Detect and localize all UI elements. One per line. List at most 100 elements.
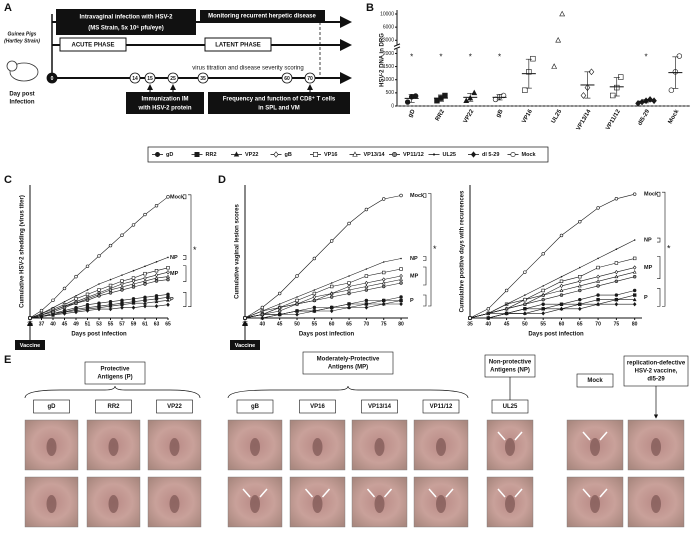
group-label: NP [410,256,418,262]
data-point [541,297,545,302]
column-box [33,399,70,414]
x-tick-label: VP22 [463,108,476,124]
data-point [524,294,526,296]
column-box [156,399,193,414]
data-point [596,206,600,210]
day-node [129,72,141,84]
data-point [522,87,528,93]
data-point [62,305,67,310]
series-line [244,268,402,319]
data-point [523,270,527,274]
data-point [364,298,369,303]
significance-bracket [428,193,432,307]
legend-label: Mock [522,152,537,158]
data-point [131,281,136,286]
data-point [312,294,317,300]
legend-marker [510,152,516,158]
group-title: Antigens (NP) [490,368,530,374]
data-point [399,267,403,271]
series-line [469,290,635,319]
photo-arrow [445,488,454,498]
data-point [578,266,581,269]
x-tick-label: 53 [96,321,102,327]
legend-box [147,146,549,163]
group-bracket [423,266,427,286]
group-label: MP [644,265,653,271]
data-point [523,307,527,311]
data-point [295,308,299,313]
legend-label: VP22 [245,152,258,158]
photo-detail [312,495,323,513]
column-label: Mock [587,378,603,384]
data-point [277,312,282,317]
data-point [559,10,566,17]
photo-arrow [242,488,251,498]
data-point [97,301,101,305]
legend-marker [194,152,200,158]
photo-detail [436,495,446,513]
data-point [639,98,645,106]
x-tick-label: 57 [119,321,125,327]
x-tick-label: 45 [504,321,510,327]
data-point [541,292,546,297]
group-bracket [657,237,661,243]
legend-marker [155,152,161,158]
data-point [131,301,136,305]
day-node [304,72,316,84]
event-text: Monitoring recurrent herpetic disease [208,14,316,20]
column-label: gD [48,404,57,410]
animal-icon [6,60,18,72]
data-point [505,303,508,306]
data-point [381,277,386,282]
series-line [244,296,402,319]
data-point [486,307,490,311]
data-point [97,294,101,298]
data-point [166,274,170,279]
photo-detail [505,438,515,456]
x-tick-label: 60 [559,321,565,327]
event-text: Immunization IM [142,97,189,103]
data-point [143,295,147,300]
day-node [281,72,293,84]
data-point [108,243,113,248]
data-point [588,68,595,76]
data-point [596,302,600,307]
data-point [541,302,545,306]
data-point [463,97,470,103]
data-point [364,305,369,310]
data-point [651,97,657,105]
data-point [75,295,77,297]
day-label: 60 [284,76,290,82]
x-tick-label: 35 [467,321,473,327]
data-point [632,265,637,270]
group-label: Mock [170,194,185,200]
data-point [382,284,386,289]
data-point [243,316,247,320]
legend-label: RR2 [206,152,217,158]
photo-detail [250,438,260,456]
column-box [576,373,614,388]
data-point [120,298,124,302]
data-point [154,269,159,273]
y-tick-label: 3000 [383,38,394,44]
data-point [400,257,402,260]
data-point [610,92,616,99]
data-point [312,298,317,303]
data-point [143,301,147,305]
x-tick-label: gB [495,108,505,119]
data-point [261,310,264,312]
column-label: VP16 [310,404,325,410]
series-line [469,239,635,319]
group-bracket [657,256,661,280]
data-point [278,303,281,305]
data-point [560,275,563,278]
data-point [559,279,564,284]
data-point [399,301,403,307]
group-bracket [183,194,187,200]
data-point [295,298,299,303]
data-point [166,292,170,297]
data-point [97,254,101,258]
significance: * [433,244,437,254]
data-point [676,53,683,59]
data-point [85,292,90,297]
